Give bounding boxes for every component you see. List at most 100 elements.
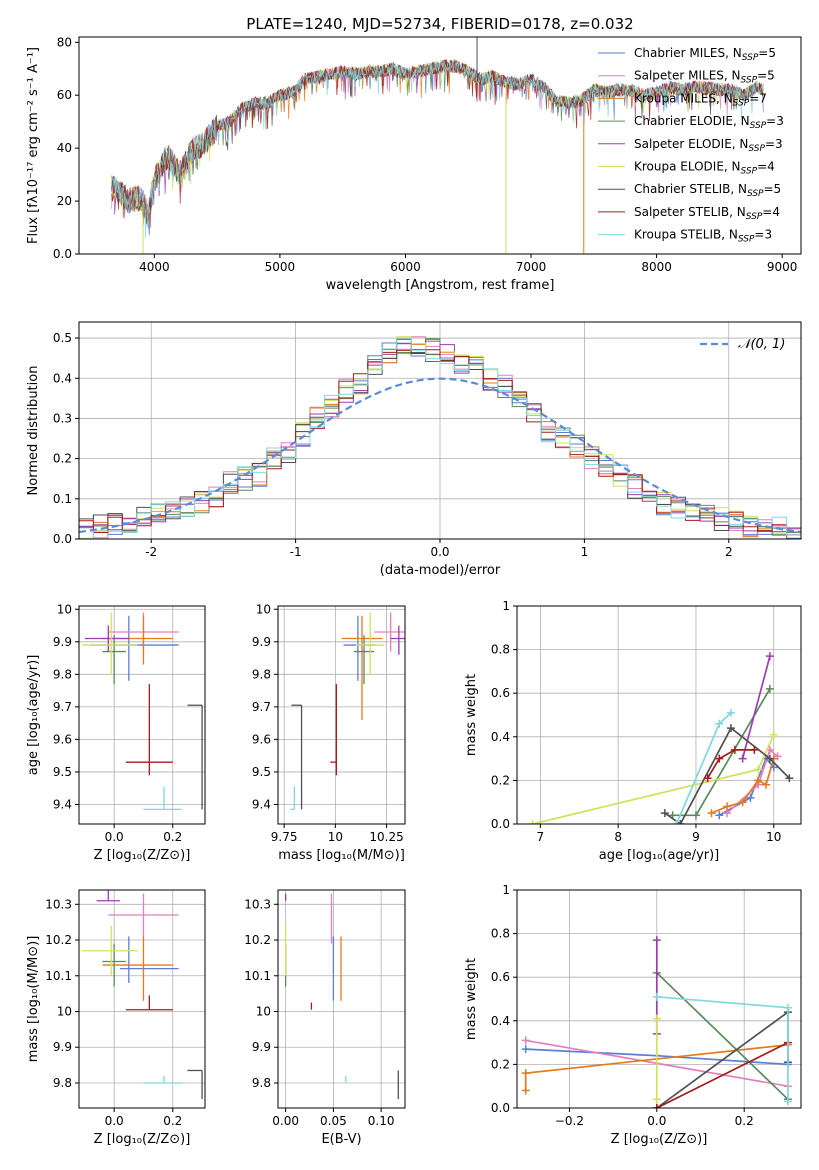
y-tick-label: 9.4	[53, 797, 72, 811]
axes-frame	[516, 605, 802, 825]
y-tick-label: 0.6	[491, 970, 510, 984]
x-axis-label: E(B-V)	[321, 1132, 361, 1147]
x-tick-label: 0.10	[368, 1114, 395, 1128]
y-axis-label: Normed distribution	[26, 366, 41, 496]
weight-marker	[726, 708, 735, 717]
y-tick-label: 10.3	[45, 897, 72, 911]
y-tick-label: 9.4	[252, 797, 271, 811]
weight-line-chabrier-elodie	[656, 972, 789, 1100]
weight-marker	[660, 809, 669, 818]
x-tick-label: 2	[725, 545, 733, 559]
x-axis-label: Z [log₁₀(Z/Z⊙)]	[94, 1132, 191, 1147]
legend-label: Salpeter MILES, NSSP=5	[634, 69, 775, 86]
spectrum-line-salpeter-stelib	[111, 59, 764, 228]
y-axis-label: Flux [fλ10⁻¹⁷ erg cm⁻² s⁻¹ A⁻¹]	[26, 47, 41, 244]
weight-marker	[754, 776, 763, 785]
weight-marker	[765, 652, 774, 661]
y-tick-label: 10	[57, 1005, 72, 1019]
weight-marker	[521, 1069, 530, 1078]
x-tick-label: 8000	[641, 260, 672, 274]
legend-label: Chabrier STELIB, NSSP=5	[634, 182, 781, 199]
plot-area	[81, 890, 203, 1100]
errorbar-kroupa-miles	[102, 615, 173, 665]
y-tick-label: 60	[57, 88, 72, 102]
errorbar-chabrier-miles	[120, 936, 179, 983]
errorbar-salpeter-elodie	[96, 890, 121, 902]
plot-area	[528, 652, 794, 824]
weight-marker	[521, 1086, 530, 1095]
axes-frame	[78, 36, 802, 255]
axes-frame	[78, 889, 206, 1109]
x-tick-label: 9.75	[271, 830, 298, 844]
errorbar-salpeter-elodie	[84, 625, 129, 652]
y-axis-label: mass weight	[464, 958, 479, 1040]
x-tick-label: 0.0	[430, 545, 449, 559]
errorbar-salpeter-miles	[108, 893, 179, 937]
weight-marker	[765, 684, 774, 693]
panels: 4000 5000 6000 7000 8000 9000 0.0 20 40 60 80 wavel…	[26, 35, 802, 1147]
panel-spectrum: 4000 5000 6000 7000 8000 9000 0.0 20 40 60 80 wavel…	[26, 35, 802, 293]
plot-area	[284, 893, 399, 1100]
weight-line-kroupa-elodie	[532, 734, 775, 824]
x-tick-label: 0.0	[105, 1114, 124, 1128]
y-tick-label: 9.6	[53, 732, 72, 746]
y-tick-label: 10.1	[244, 969, 271, 983]
x-tick-label: 7000	[516, 260, 547, 274]
axes-frame	[277, 889, 406, 1109]
errorbar-salpeter-miles	[374, 612, 405, 652]
weight-marker	[715, 754, 724, 763]
weight-marker	[521, 1036, 530, 1045]
x-axis-label: age [log₁₀(age/yr)]	[599, 848, 720, 863]
y-tick-label: 0.0	[491, 1101, 510, 1115]
x-tick-label: 7	[537, 830, 545, 844]
x-tick-label: 5000	[265, 260, 296, 274]
y-tick-label: 9.7	[252, 700, 271, 714]
weight-marker	[754, 765, 763, 774]
weight-marker	[676, 820, 685, 824]
y-tick-label: 9.9	[53, 635, 72, 649]
y-tick-label: 0.2	[491, 773, 510, 787]
figure-title: PLATE=1240, MJD=52734, FIBERID=0178, z=0…	[246, 15, 633, 33]
histogram-salpeter-stelib	[79, 349, 801, 536]
weight-marker	[783, 1097, 792, 1106]
x-tick-label: 0.05	[320, 1114, 347, 1128]
axes-frame	[277, 605, 406, 825]
y-tick-label: 9.9	[252, 635, 271, 649]
y-tick-label: 1	[502, 599, 510, 613]
legend-label: Salpeter STELIB, NSSP=4	[634, 205, 780, 222]
y-tick-label: 0.8	[491, 927, 510, 941]
y-axis-label: mass [log₁₀(M/M⊙)]	[26, 936, 41, 1063]
panel-age-vs-Z: 0.0 0.2 9.4 9.5 9.6 9.7 9.8 9.9 10 Z [log₁₀(Z/Z⊙)…	[26, 602, 206, 863]
y-tick-label: 10	[256, 602, 271, 616]
x-tick-label: 0.0	[105, 830, 124, 844]
errorbar-salpeter-stelib	[125, 684, 173, 776]
panel-mass-vs-Z: 0.0 0.2 9.8 9.9 10 10.1 10.2 10.3 Z [log₁₀(Z/Z⊙)…	[26, 889, 206, 1147]
weight-marker	[715, 719, 724, 728]
x-tick-label: 0.0	[647, 1114, 666, 1128]
panel-mass-vs-EBV: 0.00 0.05 0.10 9.8 9.9 10 10.1 10.2 10.3 E(B-V)	[244, 889, 406, 1147]
y-tick-label: 1	[502, 883, 510, 897]
x-tick-label: 8	[614, 830, 622, 844]
x-tick-label: 0.2	[163, 830, 182, 844]
y-axis-label: age [log₁₀(age/yr)]	[26, 655, 41, 776]
weight-marker	[750, 745, 759, 754]
x-axis-label: wavelength [Angstrom, rest frame]	[326, 278, 555, 293]
errorbar-chabrier-elodie	[353, 635, 375, 685]
errorbar-kroupa-stelib	[143, 786, 182, 811]
y-tick-label: 9.8	[53, 667, 72, 681]
panel-age-vs-mass: 9.75 10 10.25 9.4 9.5 9.6 9.7 9.8 9.9 10 mass [log…	[252, 602, 406, 863]
x-axis-label: (data-model)/error	[380, 563, 501, 578]
y-tick-label: 9.8	[252, 667, 271, 681]
weight-marker	[652, 1014, 661, 1023]
axes-frame	[516, 889, 802, 1109]
y-tick-label: 40	[57, 141, 72, 155]
y-tick-label: 20	[57, 194, 72, 208]
y-tick-label: 0.2	[53, 452, 72, 466]
errorbar-chabrier-stelib	[291, 704, 303, 810]
y-tick-label: 10.1	[45, 969, 72, 983]
panel-residuals: -2 -1 0.0 1 2 0.0 0.1 0.2 0.3 0.4 0.5 (data-model)/…	[26, 321, 802, 578]
y-tick-label: 10.3	[244, 897, 271, 911]
axes-frame	[78, 605, 206, 825]
spectrum-line-kroupa-stelib	[111, 60, 764, 239]
